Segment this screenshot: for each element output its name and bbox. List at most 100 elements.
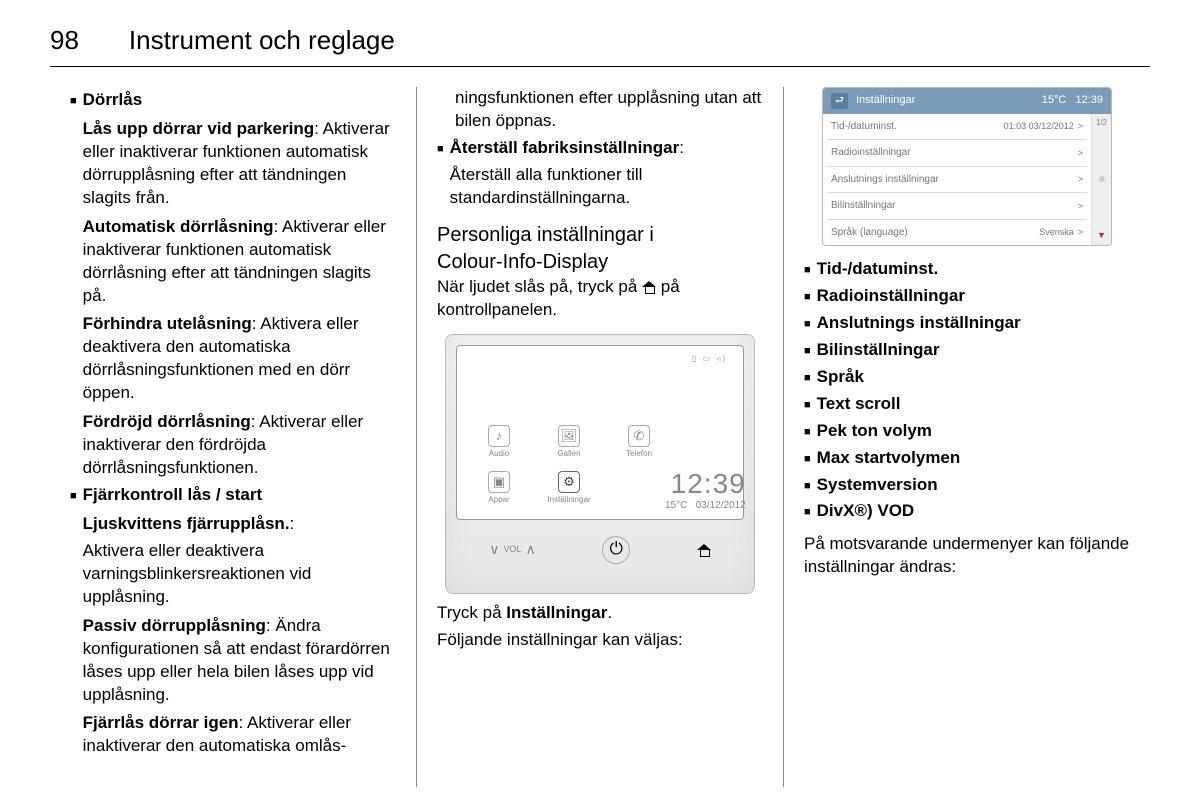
menu-bullet: ■ Språk	[804, 366, 1130, 389]
back-icon: ⮐	[831, 93, 848, 109]
section-heading: Personliga inställningar i Colour-Info-D…	[437, 222, 763, 276]
section-intro: När ljudet slås på, tryck på på kontroll…	[437, 276, 763, 322]
settings-time: 12:39	[1075, 94, 1103, 106]
settings-row-value: 01:03 03/12/2012>	[1004, 120, 1083, 132]
section-heading-l2: Colour-Info-Display	[437, 251, 608, 273]
remote-heading: Fjärrkontroll lås / start	[83, 485, 263, 504]
settings-row-value: >	[1078, 200, 1083, 212]
menu-item-label: Radioinställningar	[817, 285, 965, 308]
app-settings-label: Inställningar	[547, 495, 590, 506]
console-clock: 12:39 15°C 03/12/2012	[665, 469, 746, 511]
passive-label: Passiv dörrupplåsning	[83, 616, 266, 635]
app-gallery: 🖼Galleri	[543, 425, 595, 465]
menu-bullet: ■ DivX®) VOD	[804, 500, 1130, 523]
settings-list: Tid-/datuminst. 01:03 03/12/2012> Radioins…	[823, 114, 1091, 246]
page-indicator: 1/2	[1096, 118, 1107, 129]
bullet-icon: ■	[804, 420, 811, 443]
settings-row: Radioinställningar>	[827, 140, 1087, 167]
header-rule	[50, 66, 1150, 67]
chapter-title: Instrument och reglage	[129, 25, 395, 56]
bullet-icon: ■	[804, 366, 811, 389]
home-hw-button	[697, 544, 711, 556]
app-phone: ✆Telefon	[613, 425, 665, 465]
menu-item-label: DivX®) VOD	[817, 500, 915, 523]
settings-row: Anslutnings inställningar >	[827, 167, 1087, 194]
menu-bullet: ■ Radioinställningar	[804, 285, 1130, 308]
menu-bullet: ■Text scroll	[804, 393, 1130, 416]
bullet-icon: ■	[804, 339, 811, 362]
settings-titlebar: ⮐ Inställningar 15°C 12:39	[823, 88, 1111, 114]
settings-row-label: Tid-/datuminst.	[831, 120, 897, 134]
console-screen: ▯ ▭ ◃) ♪Audio 🖼Galleri ✆Telefon ▣Appar ⚙…	[456, 345, 744, 520]
submenu-followup: På motsvarande undermenyer kan följande …	[804, 533, 1130, 579]
settings-row: Språk (language) Svenska>	[827, 220, 1087, 246]
bullet-remote: ■ Fjärrkontroll lås / start Ljuskvittens…	[70, 484, 396, 758]
press-pre: Tryck på	[437, 603, 506, 622]
prevent-lockout: Förhindra utelåsning: Aktivera eller dea…	[83, 313, 396, 405]
menu-item-label: Bilinställningar	[817, 339, 940, 362]
delayed-label: Fördröjd dörrlåsning	[83, 412, 251, 431]
menu-bullet: ■Tid-/datuminst.	[804, 258, 1130, 281]
press-bold: Inställningar	[506, 603, 607, 622]
console-hw-buttons: ∨ VOL ∧ ⏻	[456, 520, 744, 580]
settings-row-label: Bilinställningar	[831, 199, 895, 213]
page-header: 98 Instrument och reglage	[50, 25, 1150, 56]
app-gallery-label: Galleri	[557, 449, 580, 460]
scroll-thumb	[1099, 176, 1105, 182]
menu-item-label: Systemversion	[817, 474, 938, 497]
auto-lock-label: Automatisk dörrlåsning	[83, 217, 274, 236]
bullet-icon: ■	[804, 474, 811, 497]
menu-item-label: Tid-/datuminst.	[817, 258, 939, 281]
menu-item-label: Text scroll	[817, 393, 901, 416]
press-post: .	[607, 603, 612, 622]
section-heading-l1: Personliga inställningar i	[437, 224, 654, 246]
prevent-label: Förhindra utelåsning	[83, 314, 252, 333]
unlock-park: Lås upp dörrar vid parkering: Aktiverar …	[83, 118, 396, 210]
settings-temp: 15°C	[1042, 94, 1067, 106]
menu-item-label: Språk	[817, 366, 864, 389]
continuation-text: ningsfunktionen efter upplåsning utan at…	[455, 87, 763, 133]
following-select: Följande inställningar kan väljas:	[437, 629, 763, 652]
settings-row: Tid-/datuminst. 01:03 03/12/2012>	[827, 114, 1087, 141]
page-number: 98	[50, 25, 79, 56]
bullet-icon: ■	[804, 285, 811, 308]
status-icons: ▯ ▭ ◃)	[473, 354, 727, 365]
menu-item-label: Anslutnings inställningar	[817, 312, 1021, 335]
settings-body: Tid-/datuminst. 01:03 03/12/2012> Radioins…	[823, 114, 1111, 246]
settings-row-value: >	[1078, 147, 1083, 159]
factory-text: Återställ alla funktioner till standardi…	[450, 164, 763, 210]
scroll-down-icon: ▼	[1097, 229, 1106, 241]
column-3: ⮐ Inställningar 15°C 12:39 Tid-/datumins…	[783, 87, 1150, 787]
clock-time: 12:39	[665, 469, 746, 500]
auto-lock: Automatisk dörrlåsning: Aktiverar eller …	[83, 216, 396, 308]
app-phone-label: Telefon	[626, 449, 652, 460]
settings-row-value: Svenska>	[1039, 226, 1083, 238]
app-settings: ⚙Inställningar	[543, 471, 595, 511]
home-icon	[697, 544, 711, 556]
delayed-lock: Fördröjd dörrlåsning: Aktiverar eller in…	[83, 411, 396, 480]
menu-bullet: ■ Max startvolymen	[804, 447, 1130, 470]
settings-row-label: Språk (language)	[831, 226, 908, 240]
chevron-right-icon: >	[1078, 120, 1083, 132]
app-apps: ▣Appar	[473, 471, 525, 511]
remote-light-label: Ljuskvittens fjärrupplåsn.	[83, 514, 290, 533]
console-image: ▯ ▭ ◃) ♪Audio 🖼Galleri ✆Telefon ▣Appar ⚙…	[445, 334, 755, 594]
app-audio: ♪Audio	[473, 425, 525, 465]
bullet-icon: ■	[804, 500, 811, 523]
settings-row-label: Anslutnings inställningar	[831, 173, 939, 187]
clock-date: 15°C 03/12/2012	[665, 500, 746, 511]
bullet-icon: ■	[804, 447, 811, 470]
unlock-park-label: Lås upp dörrar vid parkering	[83, 119, 314, 138]
bullet-icon: ■	[70, 484, 77, 758]
chevron-right-icon: >	[1078, 226, 1083, 238]
menu-item-label: Max startvolymen	[817, 447, 961, 470]
settings-scrollbar: 1/2 ▼	[1091, 114, 1111, 246]
column-1: ■ Dörrlås Lås upp dörrar vid parkering: …	[50, 87, 416, 787]
app-apps-label: Appar	[488, 495, 509, 506]
chevron-right-icon: >	[1078, 173, 1083, 185]
column-2: ningsfunktionen efter upplåsning utan at…	[416, 87, 783, 787]
menu-item-list: ■Tid-/datuminst.■Radioinställningar■Ansl…	[804, 258, 1130, 523]
relock: Fjärrlås dörrar igen: Aktiverar eller in…	[83, 712, 396, 758]
menu-bullet: ■ Systemversion	[804, 474, 1130, 497]
menu-item-label: Pek ton volym	[817, 420, 932, 443]
